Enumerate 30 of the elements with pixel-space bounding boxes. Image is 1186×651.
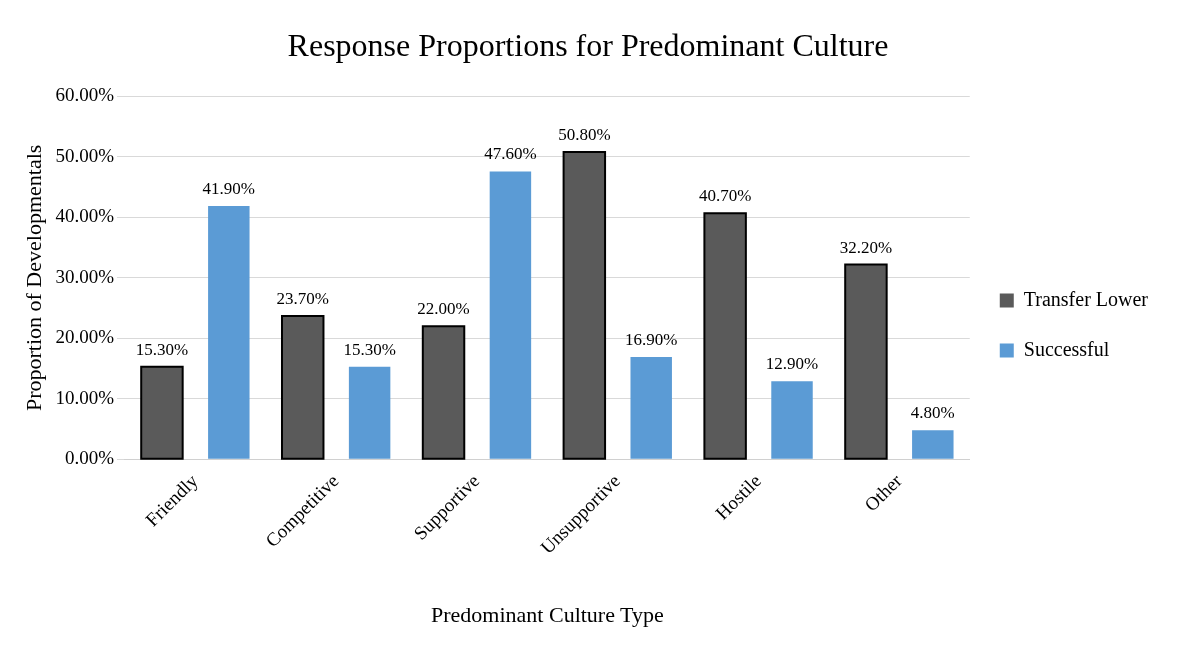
- data-label: 15.30%: [135, 339, 189, 359]
- x-axis-title: Predominant Culture Type: [431, 601, 664, 627]
- y-tick-label: 40.00%: [55, 205, 115, 227]
- y-tick-label: 20.00%: [55, 326, 115, 348]
- data-label: 50.80%: [558, 125, 611, 145]
- y-tick-label: 50.00%: [55, 144, 115, 166]
- data-label: 4.80%: [910, 403, 955, 423]
- data-label: 47.60%: [484, 144, 537, 164]
- y-tick-label: 60.00%: [55, 84, 115, 106]
- bar: [208, 205, 250, 459]
- y-tick-label: 0.00%: [64, 447, 115, 469]
- data-label: 16.90%: [625, 330, 678, 350]
- data-label: 23.70%: [276, 288, 329, 308]
- bar: [912, 430, 954, 459]
- data-label: 15.30%: [343, 339, 396, 359]
- y-tick-label: 10.00%: [55, 386, 115, 408]
- data-label: 22.00%: [417, 299, 470, 319]
- data-label: 32.20%: [839, 237, 893, 257]
- data-label: 12.90%: [765, 354, 819, 374]
- y-tick-label: 30.00%: [55, 265, 115, 287]
- bar: [348, 366, 391, 459]
- data-label: 40.70%: [698, 186, 752, 206]
- bar: [489, 171, 532, 459]
- data-label: 41.90%: [202, 178, 256, 198]
- legend-label: Successful: [1023, 337, 1110, 360]
- chart-title: Response Proportions for Predominant Culture: [287, 26, 889, 63]
- legend-label: Transfer Lower: [1023, 287, 1149, 310]
- bar: [630, 357, 672, 459]
- y-axis-title: Proportion of Developmentals: [20, 144, 46, 412]
- bar: [771, 381, 813, 459]
